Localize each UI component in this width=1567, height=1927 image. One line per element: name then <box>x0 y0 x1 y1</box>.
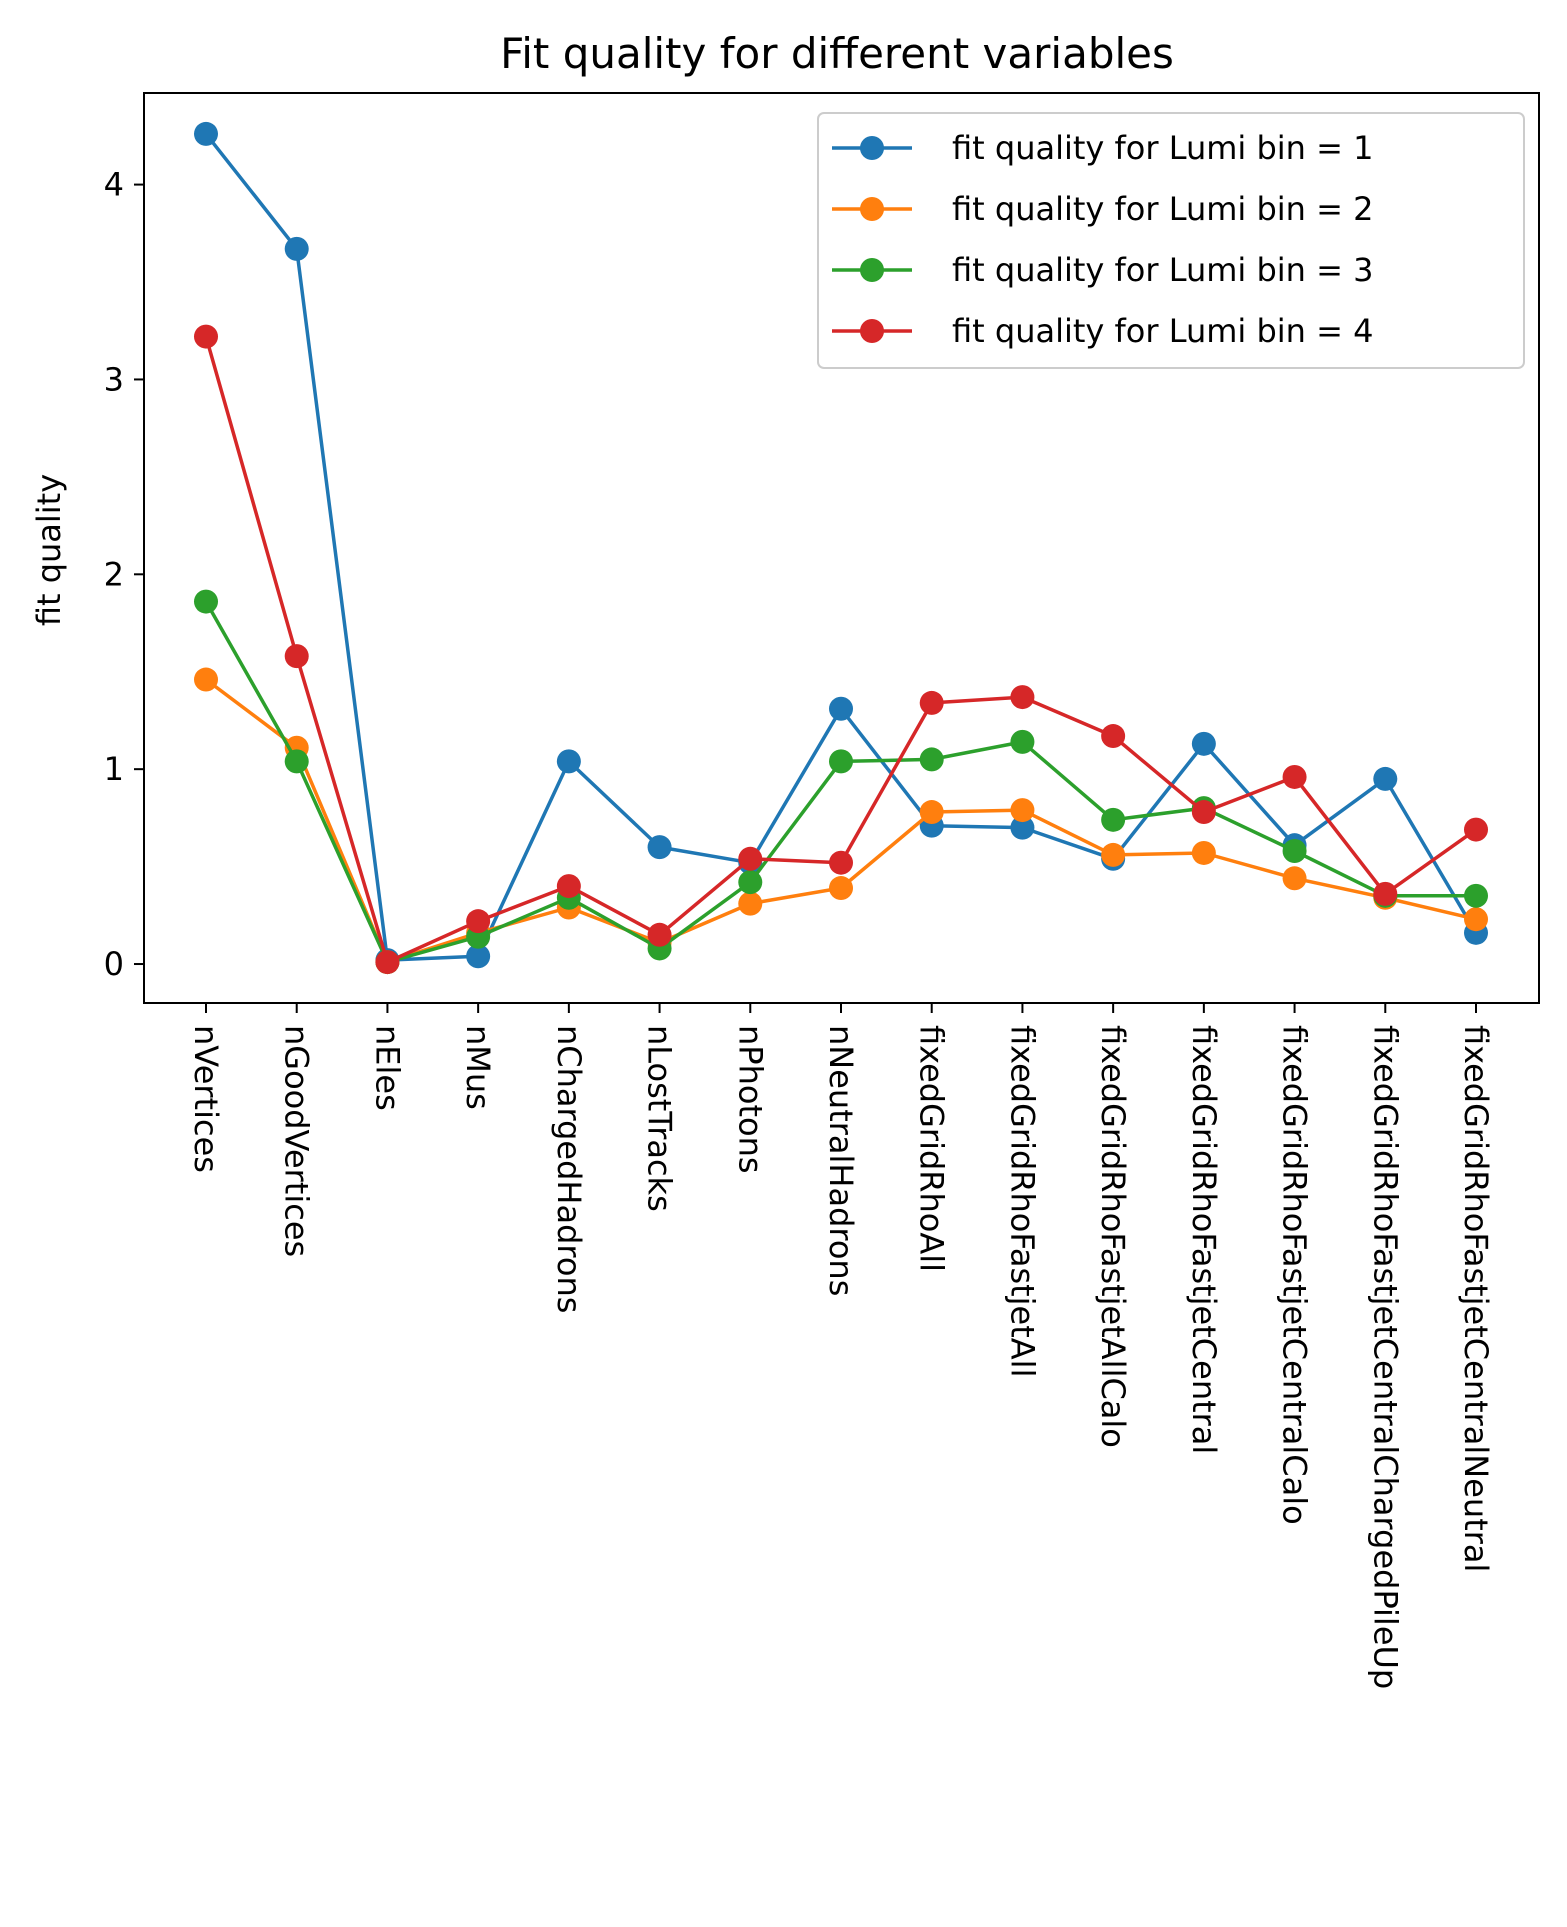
legend-marker <box>860 197 884 221</box>
data-point <box>1010 815 1035 840</box>
legend-label: fit quality for Lumi bin = 3 <box>952 251 1373 289</box>
legend-box <box>817 112 1525 369</box>
legend-entry: fit quality for Lumi bin = 1 <box>832 129 1373 167</box>
x-tick-label: fixedGridRhoFastjetCentralNeutral <box>1457 1025 1495 1572</box>
legend-marker <box>860 258 884 282</box>
data-point <box>466 944 491 969</box>
data-point <box>1464 907 1488 932</box>
y-tick-label: 2 <box>104 555 124 593</box>
data-point <box>1101 842 1126 867</box>
x-tick-label: fixedGridRhoFastjetAll <box>1003 1025 1041 1377</box>
data-point <box>647 835 672 860</box>
data-point <box>829 876 853 901</box>
data-point <box>919 747 944 772</box>
y-tick-label: 3 <box>104 360 124 398</box>
data-point <box>1373 766 1398 791</box>
data-point <box>1101 807 1126 832</box>
x-tick-label: nEles <box>368 1025 406 1111</box>
x-tick-label: nGoodVertices <box>278 1025 316 1257</box>
legend-marker <box>860 319 884 343</box>
y-axis: 0 1 2 3 4 <box>104 166 144 983</box>
data-point <box>1373 881 1398 906</box>
x-tick-label: fixedGridRhoFastjetCentralCalo <box>1276 1025 1314 1525</box>
legend-entry: fit quality for Lumi bin = 4 <box>832 312 1373 350</box>
data-point <box>1191 840 1216 865</box>
data-point <box>829 850 853 875</box>
data-point <box>1101 724 1126 749</box>
x-tick-label: nChargedHadrons <box>550 1025 588 1313</box>
data-point <box>194 324 218 349</box>
data-point <box>556 749 581 774</box>
x-tick-label: fixedGridRhoFastjetAllCalo <box>1094 1025 1132 1448</box>
plot-series <box>194 121 1488 975</box>
data-point <box>375 950 400 975</box>
data-point <box>194 589 218 614</box>
x-axis: nVertices nGoodVertices nEles nMus nChargedH… <box>187 1003 1495 1689</box>
chart-title: Fit quality for different variables <box>500 29 1174 78</box>
y-axis-label: fit quality <box>30 474 68 626</box>
x-tick-label: fixedGridRhoFastjetCentralChargedPileUp <box>1366 1025 1404 1689</box>
data-point <box>829 749 853 774</box>
x-tick-label: nNeutralHadrons <box>822 1025 860 1296</box>
data-point <box>194 121 218 146</box>
data-point <box>1010 685 1035 710</box>
x-tick-label: nPhotons <box>731 1025 769 1174</box>
data-point <box>284 749 309 774</box>
x-tick-label: nMus <box>459 1025 497 1110</box>
data-point <box>647 922 672 947</box>
data-point <box>1464 883 1488 908</box>
data-point <box>556 874 581 899</box>
legend: fit quality for Lumi bin = 1 fit quality … <box>817 112 1525 369</box>
data-point <box>919 690 944 715</box>
x-tick-label: nVertices <box>187 1025 225 1173</box>
legend-label: fit quality for Lumi bin = 4 <box>952 312 1373 350</box>
plot-frame <box>143 92 1540 1004</box>
y-tick-label: 4 <box>104 166 124 204</box>
data-point <box>1464 817 1488 842</box>
data-point <box>1282 839 1307 864</box>
data-point <box>1010 798 1035 823</box>
legend-label: fit quality for Lumi bin = 1 <box>952 129 1373 167</box>
data-point <box>738 846 763 871</box>
y-tick-label: 1 <box>104 750 124 788</box>
data-point <box>1191 731 1216 756</box>
data-point <box>1282 764 1307 789</box>
legend-entry: fit quality for Lumi bin = 2 <box>832 190 1373 228</box>
legend-entry: fit quality for Lumi bin = 3 <box>832 251 1373 289</box>
data-point <box>284 236 309 261</box>
y-tick-label: 0 <box>104 945 124 983</box>
data-point <box>738 891 763 916</box>
legend-marker <box>860 136 884 160</box>
x-tick-label: nLostTracks <box>641 1025 679 1212</box>
data-point <box>829 696 853 721</box>
data-point <box>738 870 763 895</box>
series-group <box>194 324 1488 975</box>
data-point <box>1191 800 1216 825</box>
data-point <box>1282 866 1307 891</box>
legend-label: fit quality for Lumi bin = 2 <box>952 190 1373 228</box>
x-tick-label: fixedGridRhoFastjetCentral <box>1185 1025 1223 1454</box>
data-point <box>466 909 491 934</box>
data-point <box>919 800 944 825</box>
data-point <box>284 644 309 669</box>
y-axis-label-group: fit quality <box>30 474 68 626</box>
x-tick-label: fixedGridRhoAll <box>913 1025 951 1272</box>
data-point <box>194 667 218 692</box>
data-point <box>1010 729 1035 754</box>
